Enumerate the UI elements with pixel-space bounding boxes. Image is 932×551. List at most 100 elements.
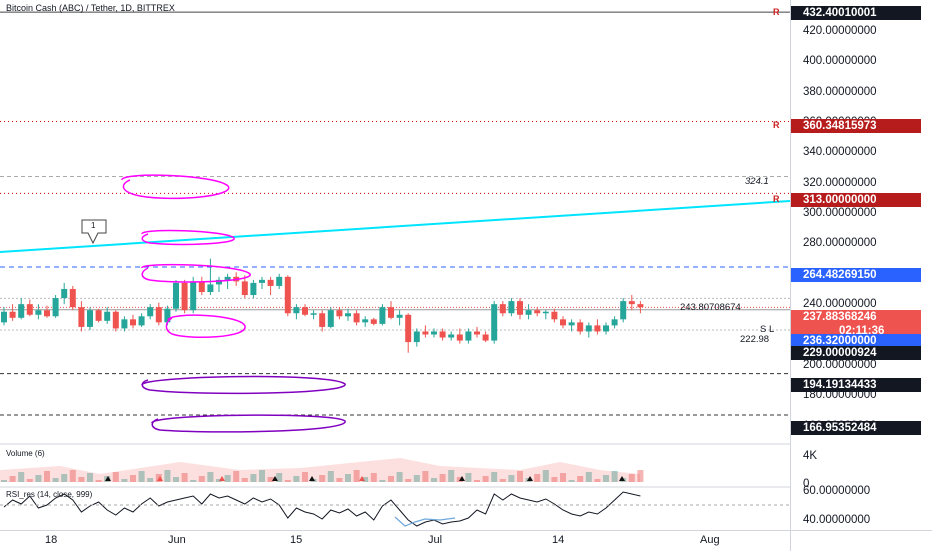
rsi-pane-label[interactable]: RSI_res (14, close, 999) — [6, 490, 93, 499]
candle-body — [517, 301, 523, 315]
volume-bar — [276, 473, 283, 482]
candle-body — [611, 319, 618, 326]
volume-bar — [482, 476, 489, 482]
candle-body — [431, 331, 437, 335]
volume-bar — [594, 479, 601, 482]
candle-body — [327, 310, 334, 327]
volume-bar — [499, 479, 506, 482]
volume-bar — [628, 474, 635, 482]
price-tag-264: 264.48269150 — [791, 268, 921, 282]
rsi-line — [3, 491, 641, 527]
candle-body — [568, 322, 575, 326]
volume-bar — [491, 472, 498, 482]
candle-body — [138, 316, 145, 326]
price-tag-360: 360.34815973 — [791, 119, 921, 133]
price-tick: 300.00000000 — [803, 207, 877, 220]
candle-body — [388, 307, 394, 318]
candle-body — [353, 313, 360, 323]
volume-bar — [69, 470, 76, 482]
symbol-title[interactable]: Bitcoin Cash (ABC) / Tether, 1D, BITTREX — [6, 3, 175, 13]
candle-body — [121, 319, 128, 329]
volume-bar — [216, 479, 222, 482]
volume-bar — [327, 471, 334, 482]
volume-signal-marker — [105, 476, 111, 481]
stop-loss-label: S L — [760, 324, 775, 335]
candle-body — [224, 276, 231, 280]
time-label-14: 14 — [552, 534, 565, 546]
volume-bar — [259, 470, 265, 482]
volume-signal-marker — [619, 476, 625, 481]
price-tick: 240.00000000 — [803, 298, 877, 311]
time-label-15: 15 — [290, 534, 303, 546]
volume-bar — [87, 473, 93, 482]
volume-tick-4k: 4K — [803, 450, 818, 462]
rsi-tick-60: 60.00000000 — [803, 485, 871, 497]
resistance-marker-313: R — [773, 194, 780, 204]
price-tick: 280.00000000 — [803, 237, 877, 250]
volume-bar — [1, 480, 7, 482]
candle-body — [216, 279, 222, 285]
candle-body — [405, 314, 412, 343]
volume-bar — [353, 470, 360, 482]
drawing-ellipse-6 — [151, 414, 346, 433]
volume-signal-marker — [359, 476, 365, 481]
volume-bar — [319, 475, 326, 482]
volume-bar — [568, 480, 575, 482]
volume-bar — [78, 477, 85, 482]
volume-bar — [130, 475, 136, 482]
price-chart-svg[interactable] — [0, 0, 790, 530]
price-scale[interactable]: 420.00000000 400.00000000 380.00000000 360.… — [790, 0, 932, 530]
candle-body — [9, 311, 16, 318]
price-tag-236: 236.32000000 — [791, 334, 921, 348]
volume-bar — [95, 480, 102, 482]
volume-bar — [164, 470, 171, 482]
candle-body — [112, 311, 119, 329]
candle-body — [241, 281, 248, 296]
volume-bar — [198, 476, 205, 482]
candle-body — [95, 310, 102, 321]
candle-body — [577, 322, 584, 332]
volume-bar — [611, 471, 618, 482]
candle-body — [155, 307, 162, 323]
candle-body — [52, 298, 59, 317]
volume-signal-marker — [219, 476, 225, 481]
candle-body — [637, 304, 644, 308]
volume-bar — [267, 477, 274, 482]
candle-body — [560, 319, 566, 326]
volume-bar — [250, 474, 257, 482]
candle-body — [319, 313, 326, 327]
candle-body — [585, 325, 592, 332]
volume-signal-marker — [309, 476, 315, 481]
price-tag-313: 313.00000000 — [791, 193, 921, 207]
volume-bar — [577, 476, 584, 482]
volume-bar — [379, 480, 386, 482]
volume-bar — [508, 475, 515, 482]
volume-bar — [138, 471, 145, 482]
volume-signal-marker — [157, 476, 163, 481]
resistance-marker-432: R — [773, 7, 780, 17]
main-chart-area[interactable]: Bitcoin Cash (ABC) / Tether, 1D, BITTREX… — [0, 0, 790, 530]
time-axis[interactable]: 18 Jun 15 Jul 14 Aug — [0, 530, 790, 551]
volume-pane-label[interactable]: Volume (6) — [6, 449, 45, 458]
candle-body — [190, 281, 197, 311]
candle-body — [267, 279, 274, 286]
volume-bar — [233, 471, 240, 482]
volume-signal-marker — [459, 476, 465, 481]
volume-bar — [405, 479, 412, 482]
volume-bar — [224, 475, 231, 482]
candle-body — [508, 301, 515, 314]
volume-bar — [370, 473, 377, 482]
volume-bar — [551, 477, 558, 482]
candle-body — [542, 311, 549, 314]
price-tag-229: 229.00000924 — [791, 346, 921, 360]
volume-bar — [52, 478, 59, 482]
volume-bar — [448, 470, 455, 482]
candle-body — [61, 288, 68, 299]
candle-body — [250, 282, 257, 296]
volume-bar — [456, 477, 463, 482]
candle-body — [181, 282, 188, 311]
drawing-ellipse-3 — [141, 263, 251, 283]
price-tick: 400.00000000 — [803, 55, 877, 68]
volume-bar — [431, 478, 437, 482]
price-tick: 340.00000000 — [803, 146, 877, 159]
